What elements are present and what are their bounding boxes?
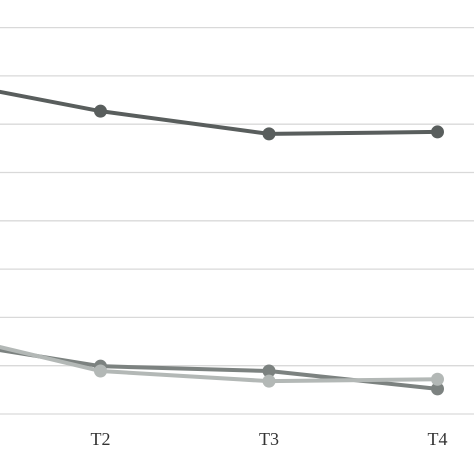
point: [431, 382, 444, 396]
point: [431, 372, 444, 386]
x-tick-label: T2: [91, 429, 111, 449]
point: [262, 364, 276, 378]
x-tick-label: T4: [428, 429, 448, 449]
x-tick-label: T3: [259, 429, 279, 449]
point: [431, 125, 444, 139]
point: [262, 374, 276, 388]
point: [94, 364, 107, 378]
series-line: [0, 89, 438, 136]
point: [262, 127, 276, 141]
point: [94, 104, 107, 118]
series-line: [0, 345, 438, 384]
